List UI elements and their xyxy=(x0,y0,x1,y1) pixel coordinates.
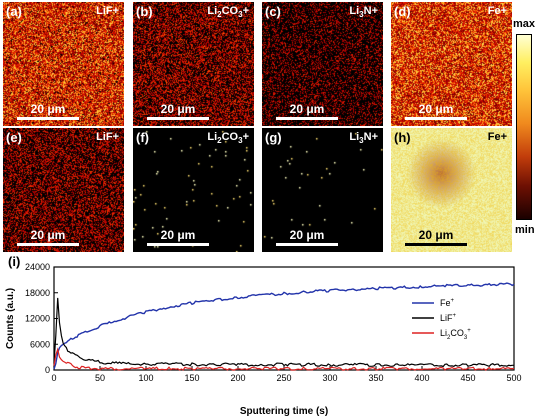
x-tick-label: 50 xyxy=(95,373,105,383)
scale-bar-line xyxy=(147,243,209,246)
x-tick-label: 450 xyxy=(460,373,475,383)
y-tick-label: 18000 xyxy=(25,288,50,298)
panel-label: (g) xyxy=(265,130,282,145)
panel-label-i: (i) xyxy=(8,255,20,269)
ion-map-image xyxy=(3,128,124,252)
x-tick-label: 350 xyxy=(368,373,383,383)
series-line xyxy=(53,347,515,371)
ion-map-image xyxy=(3,2,124,126)
colorbar-gradient-frame xyxy=(516,34,532,220)
ion-label: Fe+ xyxy=(487,131,507,143)
scale-bar: 20 μm xyxy=(17,103,79,120)
scale-bar-label: 20 μm xyxy=(160,228,196,242)
ion-map-panel: (e) LiF+ 20 μm xyxy=(3,128,124,252)
scale-bar-label: 20 μm xyxy=(160,102,196,116)
x-tick-label: 400 xyxy=(414,373,429,383)
scale-bar-line xyxy=(17,117,79,120)
scale-bar-label: 20 μm xyxy=(30,228,66,242)
x-tick-label: 0 xyxy=(51,373,56,383)
series-line xyxy=(53,282,515,370)
panel-label: (c) xyxy=(265,4,281,19)
x-tick-label: 100 xyxy=(138,373,153,383)
panel-label: (b) xyxy=(136,4,153,19)
colorbar-max-label: max xyxy=(513,18,536,30)
legend-entry: Fe+ xyxy=(440,298,455,308)
scale-bar: 20 μm xyxy=(147,103,209,120)
x-tick-label: 500 xyxy=(506,373,521,383)
ion-map-image xyxy=(391,128,512,252)
legend-entry: LiF+ xyxy=(440,313,457,323)
legend-entry: Li2CO3+ xyxy=(440,328,471,341)
y-tick-label: 12000 xyxy=(25,314,50,324)
ion-map-panel: (c) Li3N+ 20 μm xyxy=(262,2,383,126)
ion-map-image xyxy=(262,2,383,126)
x-tick-label: 250 xyxy=(276,373,291,383)
ion-map-image xyxy=(133,128,254,252)
panel-label: (f) xyxy=(136,130,149,145)
ion-label: Li2CO3+ xyxy=(207,131,249,146)
scale-bar-label: 20 μm xyxy=(289,102,325,116)
scale-bar-label: 20 μm xyxy=(30,102,66,116)
y-tick-label: 6000 xyxy=(30,339,50,349)
scale-bar-label: 20 μm xyxy=(418,102,454,116)
ion-map-image xyxy=(262,128,383,252)
ion-label: Li3N+ xyxy=(349,131,378,146)
scale-bar-label: 20 μm xyxy=(418,228,454,242)
ion-map-panel: (h) Fe+ 20 μm xyxy=(391,128,512,252)
y-axis-label: Counts (a.u.) xyxy=(5,288,16,349)
scale-bar-line xyxy=(17,243,79,246)
ion-label: LiF+ xyxy=(96,131,119,143)
ion-map-panel: (g) Li3N+ 20 μm xyxy=(262,128,383,252)
scale-bar: 20 μm xyxy=(17,229,79,246)
scale-bar-line xyxy=(276,243,338,246)
ion-map-panel: (f) Li2CO3+ 20 μm xyxy=(133,128,254,252)
ion-map-panel: (d) Fe+ 20 μm xyxy=(391,2,512,126)
x-tick-label: 200 xyxy=(230,373,245,383)
ion-map-image xyxy=(391,2,512,126)
ion-map-image xyxy=(133,2,254,126)
series-line xyxy=(53,297,514,368)
panel-label: (e) xyxy=(6,130,22,145)
depth-profile-chart: 0 50 100 150 200 250 300 350 400 450 500 0 6000 12000… xyxy=(5,255,522,417)
scale-bar: 20 μm xyxy=(147,229,209,246)
x-tick-label: 300 xyxy=(322,373,337,383)
scale-bar: 20 μm xyxy=(405,229,467,246)
y-tick-label: 0 xyxy=(45,365,50,375)
x-tick-label: 150 xyxy=(184,373,199,383)
ion-map-panel: (a) LiF+ 20 μm xyxy=(3,2,124,126)
panel-label: (a) xyxy=(6,4,22,19)
ion-label: Li2CO3+ xyxy=(207,5,249,20)
scale-bar: 20 μm xyxy=(405,103,467,120)
panel-label: (d) xyxy=(394,4,411,19)
scale-bar: 20 μm xyxy=(276,229,338,246)
y-tick-label: 24000 xyxy=(25,262,50,272)
ion-map-panel: (b) Li2CO3+ 20 μm xyxy=(133,2,254,126)
panel-label: (h) xyxy=(394,130,411,145)
scale-bar-line xyxy=(147,117,209,120)
x-axis-label: Sputtering time (s) xyxy=(240,406,328,417)
colorbar-min-label: min xyxy=(515,224,535,236)
scale-bar-line xyxy=(276,117,338,120)
scale-bar-label: 20 μm xyxy=(289,228,325,242)
scale-bar-line xyxy=(405,243,467,246)
scale-bar: 20 μm xyxy=(276,103,338,120)
scale-bar-line xyxy=(405,117,467,120)
colorbar-gradient xyxy=(517,35,531,219)
ion-label: Li3N+ xyxy=(349,5,378,20)
ion-label: LiF+ xyxy=(96,5,119,17)
ion-label: Fe+ xyxy=(487,5,507,17)
